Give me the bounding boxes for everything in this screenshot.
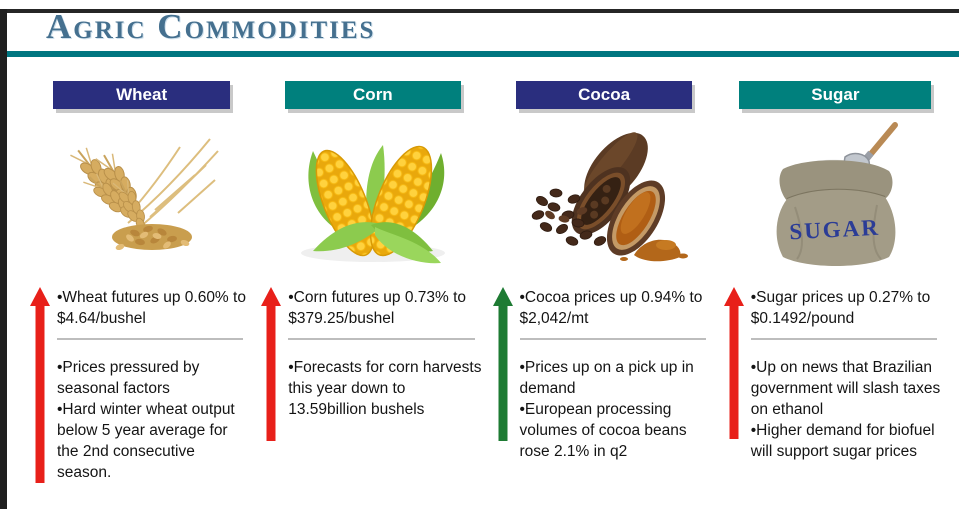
cocoa-illustration [531, 131, 689, 262]
sugar-sack-illustration: SUGAR [776, 121, 899, 266]
cocoa-header: Cocoa [515, 80, 693, 109]
sugar-image: SUGAR [724, 109, 947, 287]
column-corn: Corn [261, 80, 484, 484]
column-cocoa: Cocoa [492, 80, 716, 484]
divider [519, 337, 706, 340]
corn-header: Corn [284, 80, 462, 109]
divider [288, 337, 475, 340]
corn-image [261, 109, 484, 287]
commodity-columns: Wheat [0, 57, 959, 484]
corn-notes: •Corn futures up 0.73% to $379.25/bushel… [261, 286, 484, 441]
column-wheat: Wheat [30, 80, 253, 484]
divider [57, 337, 244, 340]
wheat-image [30, 109, 253, 287]
cocoa-image [493, 109, 716, 287]
cocoa-detail: •Prices up on a pick up in demand [519, 358, 694, 397]
column-sugar: Sugar SUGAR •Sugar prices up 0.27% to $0… [723, 80, 947, 484]
title-underline-rule [0, 50, 959, 57]
top-border-bar [0, 9, 959, 13]
page-title: Agric Commodities [46, 7, 376, 46]
sugar-detail: •Up on news that Brazilian government wi… [750, 358, 941, 419]
cocoa-notes: •Cocoa prices up 0.94% to $2,042/mt •Pri… [492, 286, 716, 463]
trend-up-arrow-icon [492, 286, 513, 441]
sugar-summary: •Sugar prices up 0.27% to $0.1492/pound [750, 288, 931, 327]
corn-illustration [300, 144, 445, 264]
cocoa-summary: •Cocoa prices up 0.94% to $2,042/mt [519, 288, 703, 327]
corn-detail: •Forecasts for corn harvests this year d… [288, 358, 482, 419]
wheat-summary: •Wheat futures up 0.60% to $4.64/bushel [57, 288, 246, 327]
cocoa-detail: •European processing volumes of cocoa be… [519, 401, 687, 461]
left-border-bar [0, 9, 7, 509]
corn-summary: •Corn futures up 0.73% to $379.25/bushel [288, 288, 467, 327]
wheat-notes: •Wheat futures up 0.60% to $4.64/bushel … [30, 286, 253, 484]
divider [750, 337, 937, 340]
wheat-detail: •Hard winter wheat output below 5 year a… [57, 401, 235, 482]
sugar-detail: •Higher demand for biofuel will support … [750, 422, 935, 461]
trend-up-arrow-icon [723, 286, 744, 439]
wheat-illustration [67, 138, 219, 250]
sugar-header: Sugar [739, 80, 932, 109]
wheat-header: Wheat [53, 80, 230, 109]
trend-up-arrow-icon [261, 286, 282, 441]
sugar-notes: •Sugar prices up 0.27% to $0.1492/pound … [723, 286, 947, 463]
wheat-detail: •Prices pressured by seasonal factors [57, 358, 200, 397]
sugar-sack-text: SUGAR [789, 214, 881, 244]
trend-up-arrow-icon [30, 286, 50, 483]
